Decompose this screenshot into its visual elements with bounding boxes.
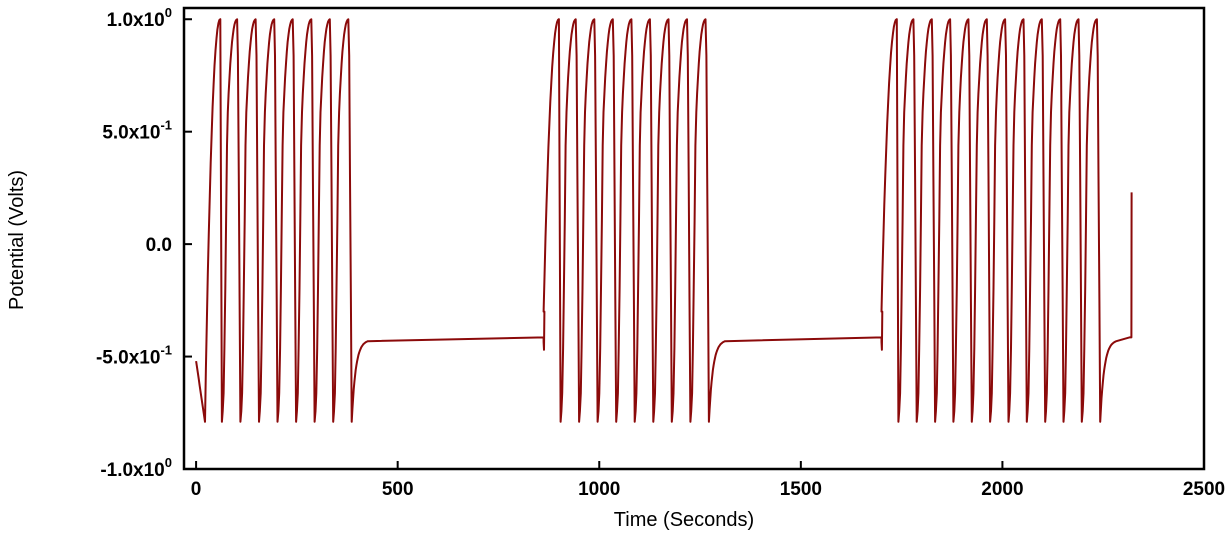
y-axis-ticks: 1.0x100 5.0x10-1 0.0 -5.0x10-1 -1.0x100 — [96, 5, 192, 481]
x-tick-label: 2000 — [981, 479, 1023, 500]
x-tick-label: 2500 — [1183, 479, 1225, 500]
x-axis-label: Time (Seconds) — [614, 509, 754, 531]
y-tick-label: -5.0x10-1 — [96, 343, 172, 369]
plot-frame — [182, 6, 1206, 471]
data-series — [195, 18, 1133, 423]
y-tick-label: -1.0x100 — [100, 455, 172, 481]
x-tick-label: 500 — [382, 479, 414, 500]
x-tick-label: 1500 — [780, 479, 822, 500]
x-tick-label: 0 — [191, 479, 202, 500]
y-tick-label: 5.0x10-1 — [102, 118, 172, 144]
y-axis-label: Potential (Volts) — [6, 170, 28, 310]
potential-trace — [195, 18, 1133, 423]
y-tick-label: 0.0 — [146, 235, 172, 256]
y-tick-label: 1.0x100 — [107, 5, 172, 31]
x-tick-label: 1000 — [578, 479, 620, 500]
x-axis-ticks: 0 500 1000 1500 2000 2500 — [191, 461, 1225, 500]
